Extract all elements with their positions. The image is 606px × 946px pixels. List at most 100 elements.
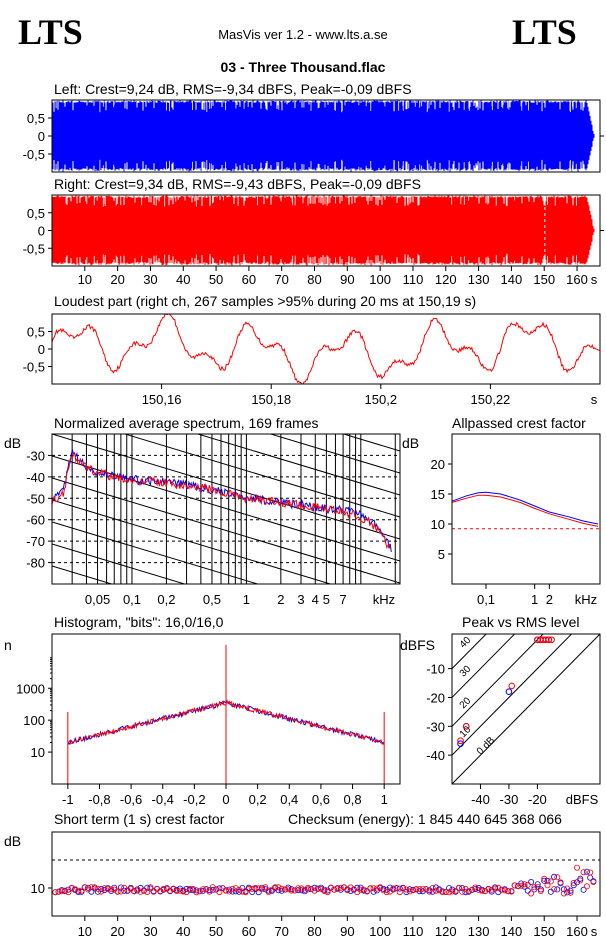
- short-crest-point: [524, 887, 531, 894]
- y-tick-label: 0,5: [27, 206, 45, 221]
- short-crest-point: [101, 885, 108, 892]
- short-crest-point: [180, 888, 187, 895]
- x-tick-label: 0,1: [123, 592, 141, 607]
- short-crest-point: [275, 887, 282, 894]
- x-tick-label: 0,2: [157, 592, 175, 607]
- x-tick-label: 0,1: [477, 592, 495, 607]
- short-crest-point: [285, 886, 292, 893]
- y-tick-label: 20: [431, 457, 445, 472]
- short-crest-point: [258, 884, 265, 891]
- short-crest-point: [278, 885, 285, 892]
- crest-diagonal: [452, 634, 487, 670]
- short-crest-point: [478, 887, 485, 894]
- waveform-trace: [52, 195, 595, 266]
- short-crest-point: [331, 886, 338, 893]
- short-crest-point: [521, 883, 528, 890]
- pvr-point: [457, 737, 464, 745]
- x-tick-label: -0,4: [152, 792, 174, 807]
- histogram-title: Histogram, "bits": 16,0/16,0: [54, 614, 224, 630]
- spectrum-chart: -30 -40 -50 -60 -70 -80 0,05 0,1 0,2 0,5 1 2 3 4 5 7 kHz: [26, 433, 401, 607]
- x-tick-label: 1: [243, 592, 250, 607]
- short-crest-point: [491, 885, 498, 892]
- short-crest-point: [337, 884, 344, 891]
- short-crest-point: [235, 888, 242, 895]
- short-crest-point: [495, 884, 502, 891]
- short-crest-point: [577, 875, 584, 882]
- short-crest-point: [209, 886, 216, 893]
- logo-left: LTS: [18, 12, 83, 52]
- short-crest-point: [544, 877, 551, 884]
- y-tick-label: 100: [23, 713, 45, 728]
- short-crest-point: [147, 884, 154, 891]
- x-tick-label: 0,2: [249, 792, 267, 807]
- y-tick-label: -80: [26, 556, 45, 571]
- short-crest-point: [409, 887, 416, 894]
- diagonal-label: 0 dB: [475, 735, 498, 758]
- grid-diagonal: [52, 455, 400, 562]
- short-crest-point: [242, 889, 249, 896]
- x-tick-label: -1: [62, 792, 74, 807]
- right-waveform-chart: 0,5 0 -0,5 10 20 30 40 50 60 70 80 90 100 110 120 130 14…: [23, 194, 604, 287]
- x-tick-label: 160: [566, 272, 588, 287]
- short-crest-point: [327, 884, 334, 891]
- y-tick-label: 5: [438, 547, 445, 562]
- short-crest-point: [295, 887, 302, 894]
- y-tick-label: 0,5: [27, 325, 45, 340]
- short-crest-point: [354, 884, 361, 891]
- short-crest-point: [216, 889, 223, 896]
- short-crest-point: [380, 887, 387, 894]
- short-crest-point: [386, 884, 393, 891]
- short-crest-point: [406, 886, 413, 893]
- y-tick-label: 0: [38, 129, 45, 144]
- short-crest-point: [583, 883, 590, 890]
- y-tick-label: 10: [31, 881, 45, 896]
- x-tick-label: 0,5: [203, 592, 221, 607]
- x-tick-label: 20: [110, 924, 124, 939]
- short-crest-point: [311, 884, 318, 891]
- x-unit-label: s: [591, 392, 598, 407]
- short-crest-point: [308, 886, 315, 893]
- short-crest-point: [560, 890, 567, 897]
- x-unit-label: s: [591, 924, 598, 939]
- short-crest-point: [498, 886, 505, 893]
- short-crest-point: [111, 886, 118, 893]
- y-tick-label: 0,5: [27, 111, 45, 126]
- short-crest-point: [334, 885, 341, 892]
- short-crest-point: [104, 885, 111, 892]
- crest-diagonal: [452, 634, 573, 756]
- y-tick-label: 10: [31, 745, 45, 760]
- allpassed-crest-chart: 20 15 10 5 0,1 1 2 kHz: [431, 433, 601, 607]
- short-crest-point: [117, 884, 124, 891]
- loudest-part-chart: 0,5 0 -0,5 150,16 150,18 150,2 150,22 s: [23, 313, 601, 407]
- short-crest-point: [547, 878, 554, 885]
- x-tick-label: 7: [339, 592, 346, 607]
- x-tick-label: 50: [209, 924, 223, 939]
- short-crest-point: [357, 884, 364, 891]
- short-crest-chart: 10 10 20 30 40 50 60 70 80 90 100 110 120 130 140 150 16…: [31, 831, 601, 939]
- short-frame: [51, 831, 601, 917]
- spectrum-grid: [52, 434, 400, 584]
- x-tick-label: 130: [468, 272, 490, 287]
- left-title: Left: Crest=9,24 dB, RMS=-9,34 dBFS, Pea…: [54, 81, 412, 97]
- short-crest-point: [186, 885, 193, 892]
- short-crest-ylabel: dB: [4, 833, 21, 849]
- y-tick-label: -40: [26, 470, 45, 485]
- x-tick-label: 0,8: [344, 792, 362, 807]
- short-crest-point: [541, 877, 548, 884]
- short-crest-point: [193, 889, 200, 896]
- short-crest-point: [108, 886, 115, 893]
- short-crest-point: [347, 888, 354, 895]
- pvr-diagonals: [452, 634, 600, 784]
- short-crest-point: [144, 889, 151, 896]
- short-crest-point: [449, 888, 456, 895]
- x-tick-label: 2: [277, 592, 284, 607]
- short-crest-point: [52, 889, 59, 896]
- y-tick-label: -0,5: [23, 147, 45, 162]
- x-tick-label: 110: [403, 272, 424, 287]
- checksum: Checksum (energy): 1 845 440 645 368 066: [288, 811, 562, 827]
- short-crest-point: [140, 887, 147, 894]
- short-crest-point: [577, 877, 584, 884]
- y-tick-label: -0,5: [23, 241, 45, 256]
- x-tick-label: 0,6: [312, 792, 330, 807]
